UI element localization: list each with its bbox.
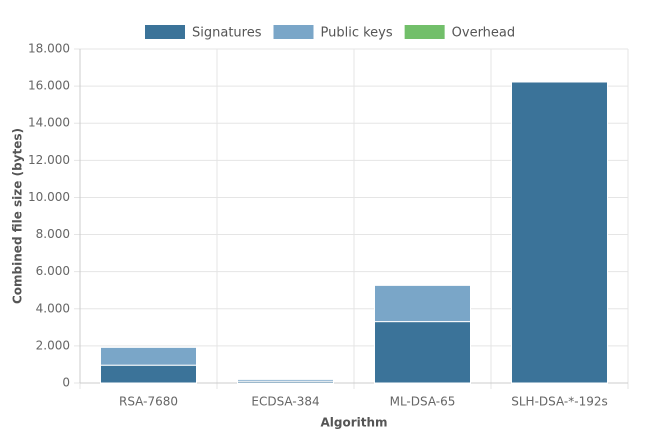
y-tick-label: 12.000 <box>28 153 70 167</box>
legend-swatch <box>404 25 445 39</box>
bar-segment <box>237 378 334 382</box>
bar-segment <box>374 321 471 384</box>
bar-segment <box>511 80 608 83</box>
bar-segment <box>100 364 197 384</box>
y-axis-title: Combined file size (bytes) <box>11 128 25 304</box>
bar-segment <box>374 284 471 323</box>
legend-swatch <box>273 25 314 39</box>
bar-segment <box>511 81 608 384</box>
y-tick-label: 4.000 <box>36 301 70 315</box>
x-tick-label: ML-DSA-65 <box>390 395 456 409</box>
legend-label: Signatures <box>192 26 262 41</box>
y-tick-label: 14.000 <box>28 116 70 130</box>
legend-swatch <box>145 25 185 39</box>
y-tick-label: 8.000 <box>36 227 70 241</box>
legend-label: Overhead <box>452 26 516 41</box>
bar-segment <box>100 346 197 366</box>
y-tick-label: 10.000 <box>28 190 70 204</box>
x-tick-label: ECDSA-384 <box>251 395 319 409</box>
legend-label: Public keys <box>321 26 393 41</box>
x-axis-title: Algorithm <box>320 416 387 430</box>
x-tick-label: RSA-7680 <box>119 395 178 409</box>
y-tick-label: 18.000 <box>28 42 70 56</box>
y-tick-label: 0 <box>62 376 70 390</box>
y-tick-label: 6.000 <box>36 264 70 278</box>
y-tick-label: 2.000 <box>36 338 70 352</box>
x-tick-label: SLH-DSA-*-192s <box>511 395 608 409</box>
y-tick-label: 16.000 <box>28 79 70 93</box>
